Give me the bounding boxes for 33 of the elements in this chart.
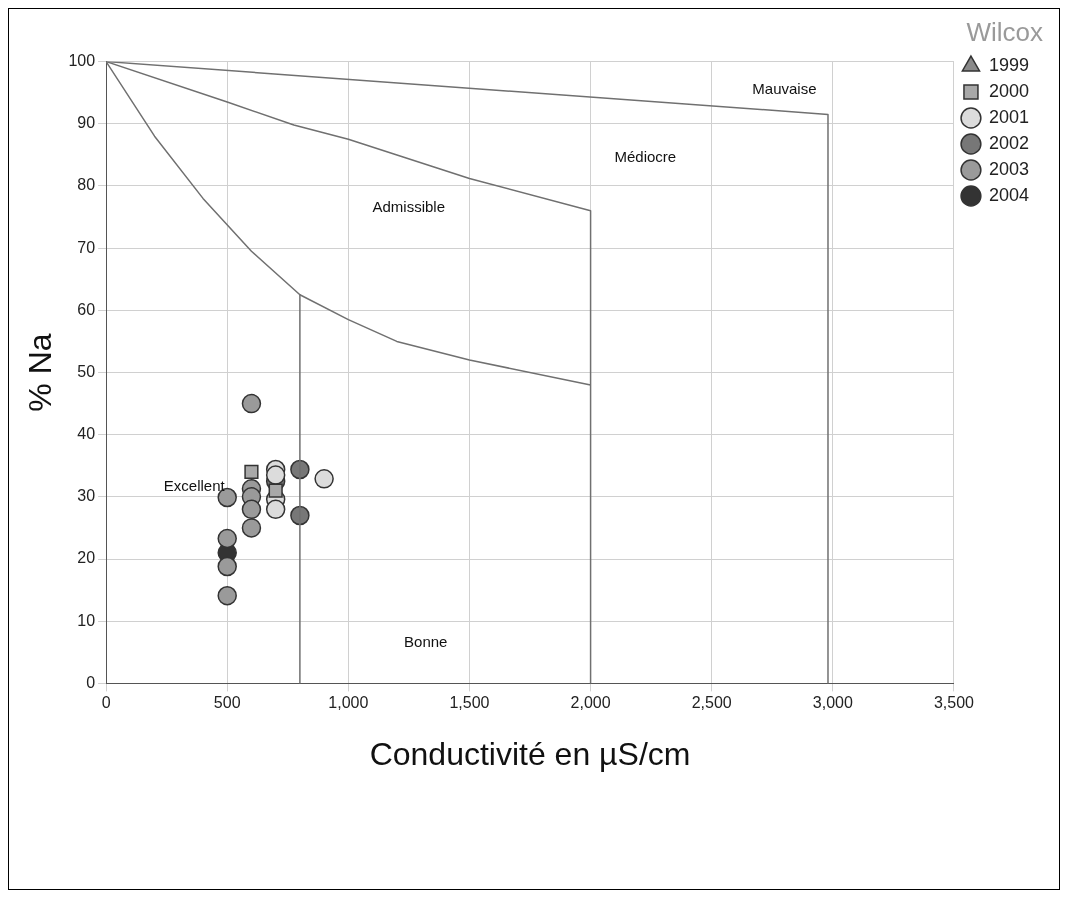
annotation: Médiocre xyxy=(614,148,677,166)
y-tick-label: 20 xyxy=(77,549,96,567)
legend-label: 1999 xyxy=(988,54,1029,75)
legend-label: 2003 xyxy=(988,158,1029,179)
x-tick-label: 2,500 xyxy=(691,694,732,712)
legend-label: 2000 xyxy=(988,80,1029,101)
x-tick-label: 3,500 xyxy=(933,694,975,712)
y-tick-label: 90 xyxy=(77,114,96,132)
x-tick-label: 0 xyxy=(101,694,111,712)
annotation: Excellent xyxy=(163,477,226,495)
y-tick-label: 30 xyxy=(77,487,96,505)
y-axis-title: % Na xyxy=(22,333,59,412)
legend-label: 2002 xyxy=(988,132,1029,153)
y-tick-label: 70 xyxy=(77,238,96,256)
x-tick-label: 1,500 xyxy=(449,694,490,712)
legend-label: 2004 xyxy=(988,184,1029,205)
annotation: Mauvaise xyxy=(752,79,817,97)
y-tick-label: 100 xyxy=(68,52,96,70)
x-tick-label: 2,000 xyxy=(570,694,611,712)
x-axis-title: Conductivité en µS/cm xyxy=(369,735,691,772)
annotation: Admissible xyxy=(372,198,446,216)
y-tick-label: 60 xyxy=(77,300,96,318)
y-tick-label: 50 xyxy=(77,362,96,380)
y-tick-label: 0 xyxy=(86,673,96,691)
x-tick-label: 1,000 xyxy=(328,694,369,712)
y-tick-label: 40 xyxy=(77,425,96,443)
chart-title: Wilcox xyxy=(965,16,1044,49)
annotation: Bonne xyxy=(404,632,448,650)
y-tick-label: 10 xyxy=(77,611,96,629)
x-tick-label: 500 xyxy=(213,694,241,712)
y-tick-label: 80 xyxy=(77,176,96,194)
x-tick-label: 3,000 xyxy=(812,694,853,712)
legend-label: 2001 xyxy=(988,106,1029,127)
